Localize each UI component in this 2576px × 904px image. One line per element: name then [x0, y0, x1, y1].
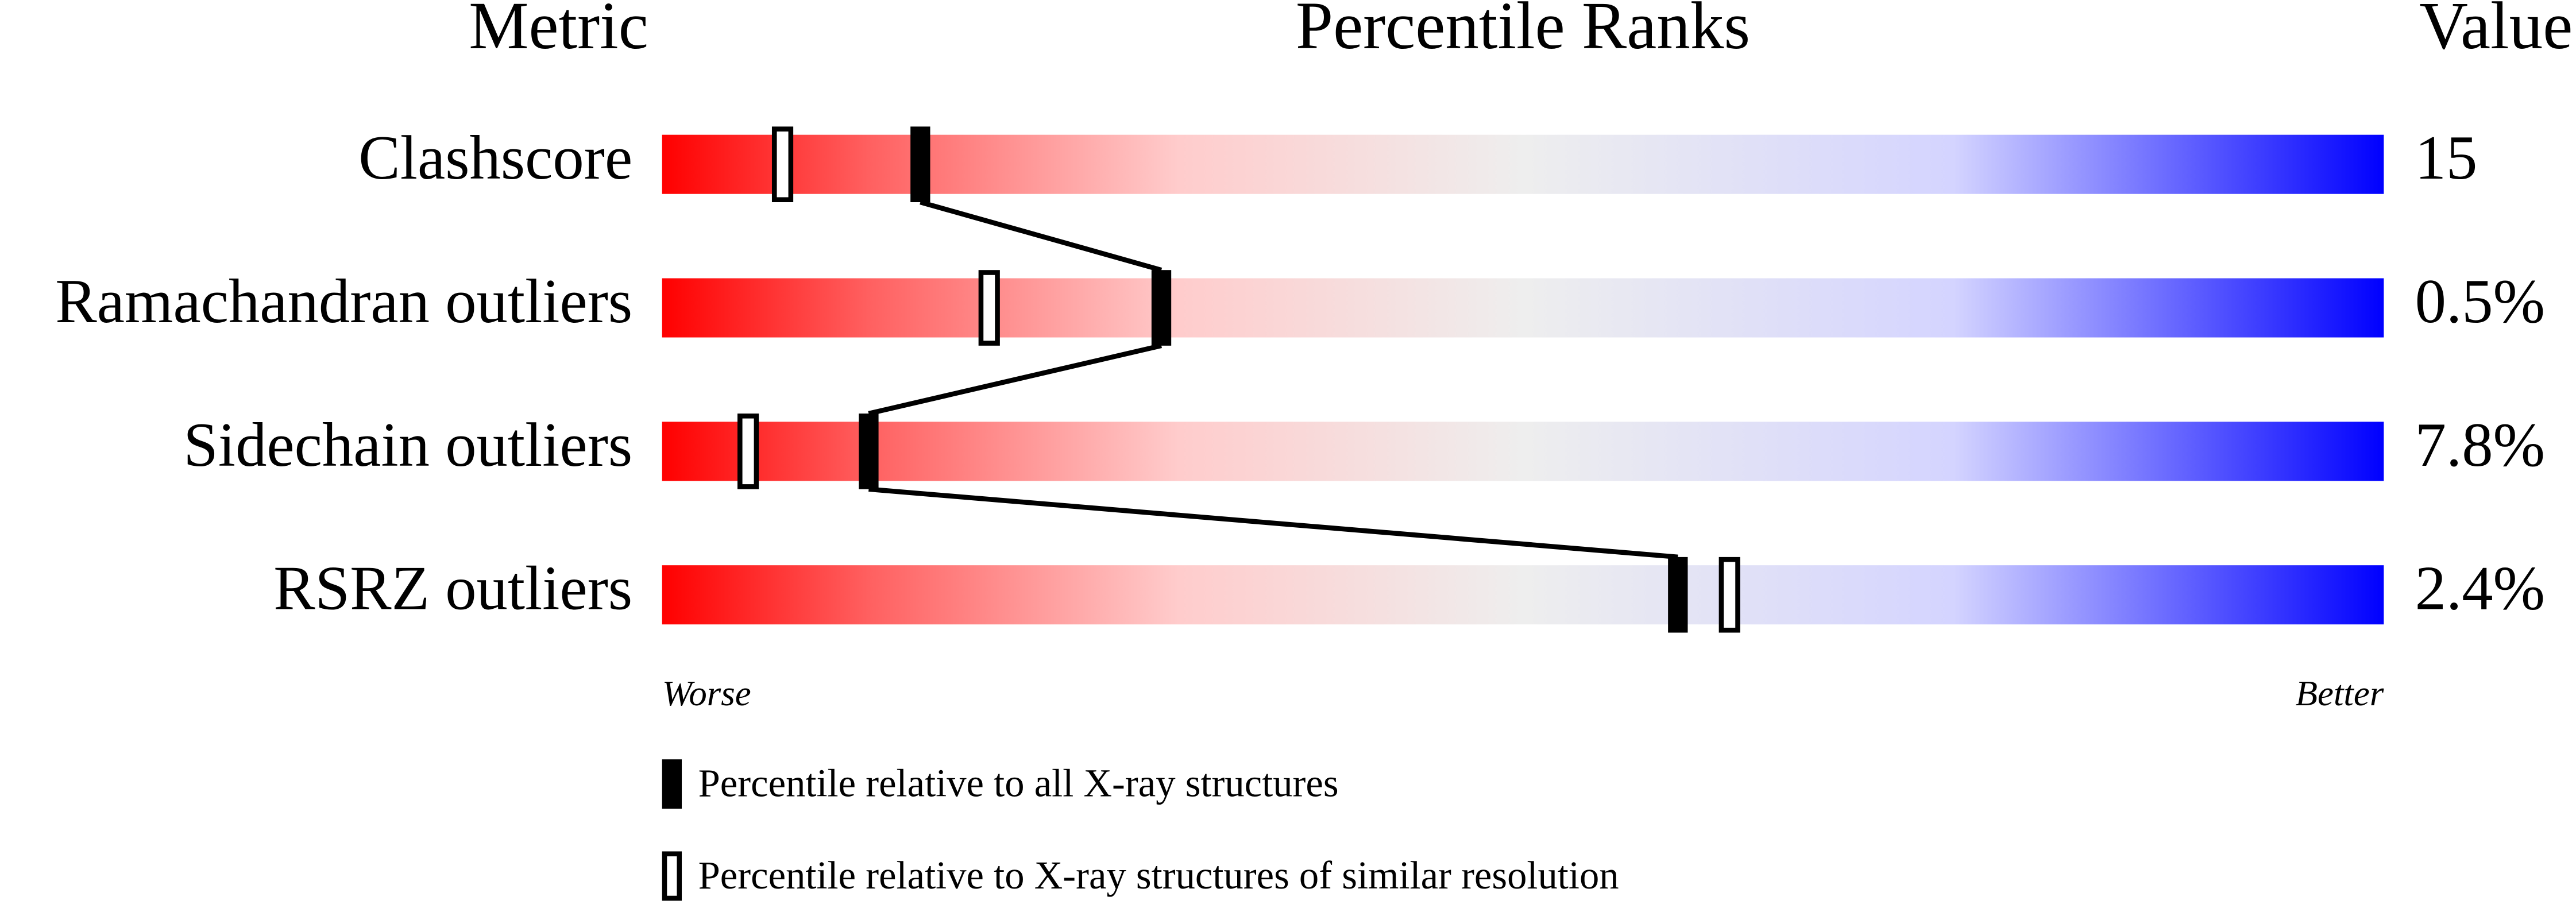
metric-value: 2.4% — [2415, 554, 2545, 623]
percentile-bar — [662, 422, 2384, 481]
connector-line — [868, 343, 1162, 416]
connector-line — [868, 486, 1678, 560]
percentile-marker-all — [910, 126, 930, 203]
legend-swatch — [662, 759, 682, 809]
metric-label: Sidechain outliers — [183, 410, 632, 480]
better-label: Better — [2296, 673, 2384, 713]
metric-value: 7.8% — [2415, 410, 2545, 480]
percentile-marker-all — [859, 414, 879, 489]
percentile-marker-similar — [1718, 557, 1740, 633]
value-header: Value — [2419, 0, 2573, 63]
percentile-marker-all — [1151, 270, 1172, 346]
percentile-marker-similar — [771, 126, 794, 203]
chart-title: Percentile Ranks — [1296, 0, 1750, 63]
legend-label: Percentile relative to X-ray structures … — [698, 853, 1619, 897]
metric-header: Metric — [469, 0, 648, 63]
percentile-marker-similar — [737, 414, 759, 489]
percentile-bar — [662, 565, 2384, 625]
percentile-bar — [662, 278, 2384, 338]
legend-swatch — [662, 851, 682, 901]
worse-label: Worse — [662, 673, 751, 713]
metric-label: Clashscore — [358, 123, 632, 192]
metric-label: Ramachandran outliers — [55, 266, 632, 336]
metric-label: RSRZ outliers — [273, 554, 632, 623]
metric-value: 0.5% — [2415, 266, 2545, 336]
connector-line — [920, 199, 1163, 273]
metric-value: 15 — [2415, 123, 2478, 192]
percentile-marker-similar — [978, 270, 1000, 346]
percentile-bar — [662, 134, 2384, 194]
percentile-marker-all — [1668, 557, 1688, 633]
legend-label: Percentile relative to all X-ray structu… — [698, 762, 1339, 805]
